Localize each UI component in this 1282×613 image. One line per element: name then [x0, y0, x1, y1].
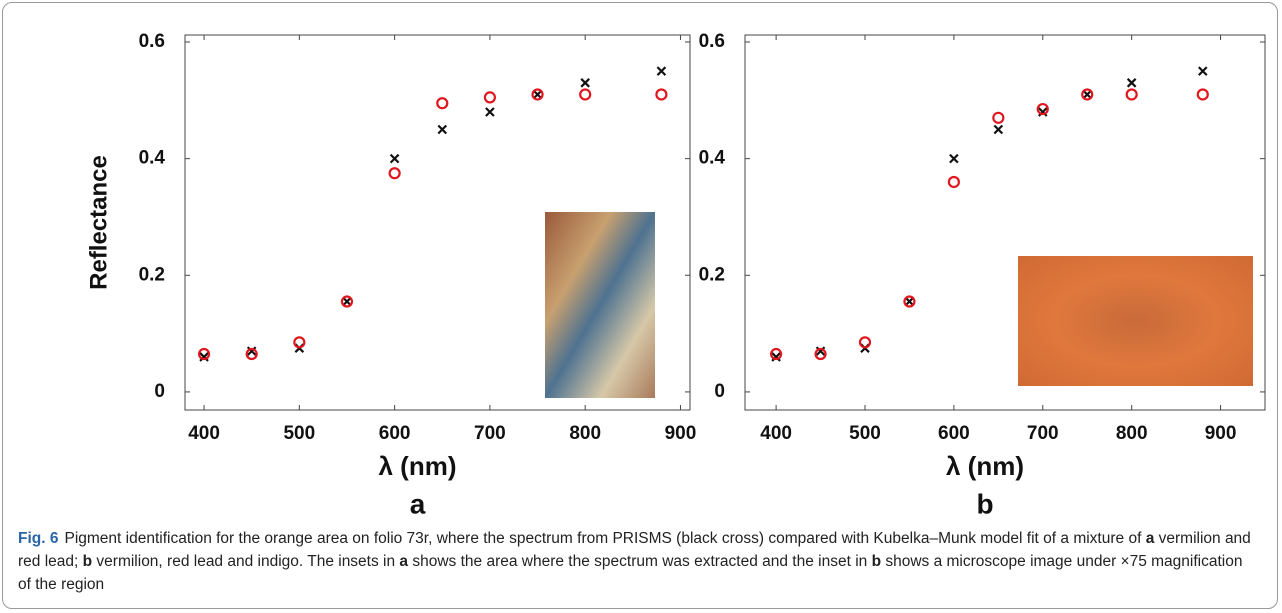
- caption-text: b: [82, 553, 93, 570]
- y-tick-label: 0.4: [139, 148, 166, 169]
- data-point: [531, 88, 544, 101]
- data-point: [904, 296, 915, 307]
- data-point: [1038, 107, 1048, 117]
- y-tick-label: 0.6: [699, 31, 725, 52]
- y-tick-label: 0: [154, 381, 165, 402]
- data-point: [246, 346, 257, 356]
- y-tick-label: 0: [714, 381, 725, 402]
- data-point: [1196, 88, 1209, 101]
- data-point: [388, 167, 401, 180]
- y-axis-label: Reflectance: [85, 155, 112, 290]
- data-point: [993, 124, 1004, 135]
- data-point: [1125, 88, 1138, 101]
- caption-text: Pigment identification for the orange ar…: [64, 530, 1146, 547]
- x-tick-label: 700: [1027, 423, 1059, 444]
- x-tick-label: 500: [849, 423, 881, 444]
- data-point: [949, 153, 959, 164]
- x-tick-label: 600: [379, 423, 411, 444]
- data-point: [770, 347, 783, 361]
- data-point: [1126, 78, 1137, 88]
- data-point: [485, 107, 495, 117]
- x-tick-label: 500: [283, 423, 315, 444]
- caption-text: a: [399, 553, 409, 570]
- plot-frame: [744, 34, 1266, 411]
- data-point: [197, 347, 211, 361]
- y-tick-label: 0.4: [699, 148, 726, 169]
- caption-text: shows a microscope image under ×75 magni…: [18, 553, 1243, 593]
- caption-text: Fig. 6: [18, 530, 59, 547]
- data-point: [342, 296, 352, 307]
- data-point: [814, 347, 827, 361]
- data-point: [1036, 102, 1049, 116]
- data-point: [436, 97, 449, 110]
- caption-text: a: [1145, 530, 1155, 547]
- caption-text: b: [871, 553, 882, 570]
- data-point: [437, 124, 448, 135]
- caption-text: vermilion and red lead;: [18, 530, 1251, 570]
- panel-label: a: [410, 488, 426, 519]
- x-axis-label: λ (nm): [946, 451, 1024, 481]
- data-point: [656, 66, 667, 76]
- x-tick-label: 400: [188, 423, 220, 444]
- x-tick-label: 900: [665, 423, 697, 444]
- data-point: [293, 336, 306, 349]
- caption-text: shows the area where the spectrum was ex…: [408, 553, 872, 570]
- plot-frame: [184, 34, 691, 411]
- inset-image: [1018, 256, 1253, 386]
- data-point: [947, 175, 960, 189]
- x-tick-label: 700: [474, 423, 506, 444]
- data-point: [1082, 89, 1092, 100]
- data-point: [340, 295, 354, 308]
- data-point: [815, 346, 826, 356]
- data-point: [245, 347, 258, 361]
- y-tick-label: 0.2: [699, 264, 725, 285]
- data-point: [483, 91, 497, 104]
- data-point: [903, 295, 916, 308]
- x-tick-label: 900: [1205, 423, 1237, 444]
- x-axis-label: λ (nm): [379, 451, 457, 481]
- figure: 400 500 600 700 800 900 0 0.2 0.4 0.6 λ (nm) Reflec…: [85, 31, 1266, 519]
- data-point: [532, 89, 543, 100]
- y-tick-label: 0.2: [139, 264, 165, 285]
- data-point: [1081, 88, 1094, 101]
- data-point: [199, 352, 209, 362]
- caption-text: vermilion, red lead and indigo. The inse…: [92, 553, 400, 570]
- x-tick-label: 800: [1116, 423, 1148, 444]
- x-tick-label: 400: [760, 423, 792, 444]
- panel-label: b: [976, 488, 993, 519]
- data-point: [771, 352, 781, 362]
- data-point: [992, 111, 1005, 124]
- data-point: [579, 88, 592, 101]
- caption: Fig. 6 Pigment identification for the ora…: [18, 527, 1258, 596]
- data-point: [389, 153, 400, 164]
- data-point: [580, 78, 590, 88]
- inset-image: [545, 212, 655, 398]
- data-point: [1198, 66, 1208, 76]
- x-tick-label: 600: [938, 423, 970, 444]
- y-tick-label: 0.6: [139, 31, 165, 52]
- data-point: [858, 336, 872, 349]
- x-tick-label: 800: [569, 423, 601, 444]
- data-point: [655, 88, 668, 101]
